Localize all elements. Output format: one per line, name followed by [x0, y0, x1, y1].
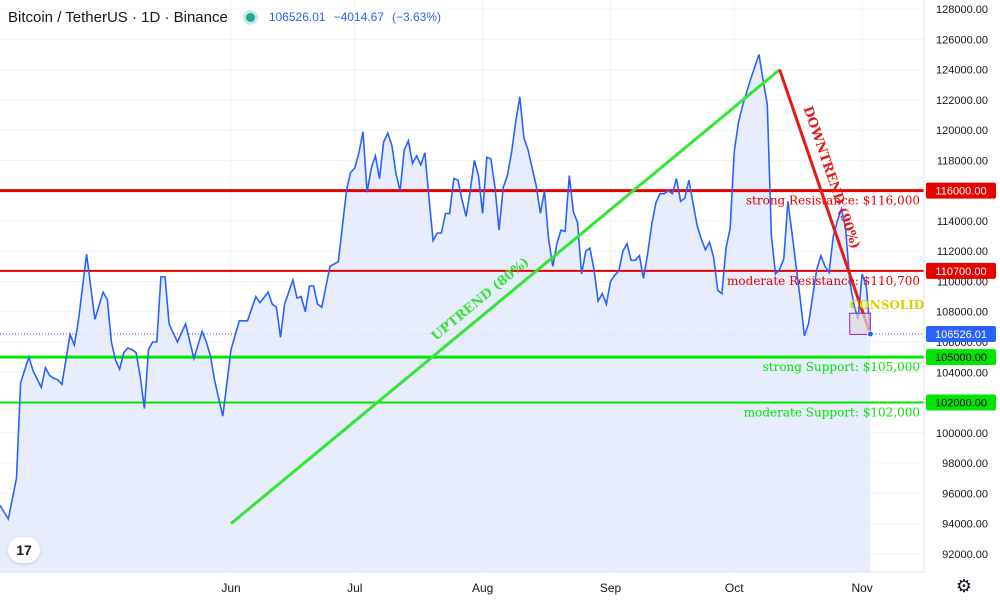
- trendline-0: [230, 68, 781, 525]
- time-tick-jul: Jul: [347, 581, 362, 595]
- gear-icon[interactable]: ⚙: [955, 576, 973, 596]
- price-tick: 110000.00: [937, 276, 988, 288]
- price-tick: 128000.00: [936, 4, 988, 16]
- price-tick: 122000.00: [936, 95, 988, 107]
- support-price-tag-bg: [926, 394, 996, 411]
- price-tick: 100000.00: [936, 428, 988, 440]
- price-tick: 118000.00: [937, 155, 988, 167]
- support-price-tag-bg: [926, 349, 996, 366]
- last-price-tag-bg: [926, 326, 996, 343]
- resistance-price-tag: 116000.00: [935, 186, 986, 198]
- price-tick: 108000.00: [936, 307, 988, 319]
- price-tick: 114000.00: [937, 216, 988, 228]
- time-tick-jun: Jun: [221, 581, 240, 595]
- resistance-price-tag: 110700.00: [935, 266, 986, 278]
- price-tick: 104000.00: [936, 367, 988, 379]
- resistance-label-1: moderate Resistance: $110,700: [727, 274, 920, 288]
- price-change: −4014.67: [333, 10, 384, 24]
- price-tick: 94000.00: [942, 519, 988, 531]
- time-tick-oct: Oct: [725, 581, 744, 595]
- time-axis-bg: [0, 572, 1000, 600]
- price-tick: 124000.00: [936, 65, 988, 77]
- price-tick: 92000.00: [942, 549, 988, 561]
- symbol-title[interactable]: Bitcoin / TetherUS · 1D · Binance: [8, 8, 228, 26]
- market-status-icon: [245, 12, 255, 22]
- price-axis[interactable]: 92000.00 94000.00 96000.00 98000.00 100000.0…: [923, 0, 1000, 572]
- price-area-fill: [0, 54, 871, 572]
- price-line: [0, 54, 872, 522]
- time-tick-sep: Sep: [600, 581, 622, 595]
- last-price-marker: [866, 330, 874, 338]
- price-tick: 98000.00: [942, 458, 988, 470]
- time-axis[interactable]: Jun Jul Aug Sep Oct Nov: [0, 571, 1000, 600]
- price-tick: 120000.00: [936, 125, 988, 137]
- support-price-tag: 105000.00: [935, 352, 987, 364]
- price-tick: 112000.00: [937, 246, 988, 258]
- trendline-1: [778, 69, 872, 335]
- last-price-tag: 106526.01: [935, 329, 987, 341]
- price-change-percent: (−3.63%): [391, 10, 441, 24]
- trendline-label-1: DOWNTREND (90%): [800, 104, 863, 251]
- support-label-2: strong Support: $105,000: [763, 360, 920, 374]
- last-price: 106526.01: [268, 10, 326, 24]
- time-tick-aug: Aug: [472, 581, 493, 595]
- consolidation-box: [849, 312, 871, 335]
- price-tick: 126000.00: [936, 34, 988, 46]
- price-tick: 96000.00: [942, 488, 988, 500]
- resistance-label-0: strong Resistance: $116,000: [746, 194, 920, 208]
- resistance-price-tag-bg: [926, 182, 996, 199]
- resistance-price-tag-bg: [926, 262, 996, 279]
- support-price-tag: 102000.00: [935, 398, 987, 410]
- price-axis-bg: [924, 0, 1000, 572]
- chart-header: Bitcoin / TetherUS · 1D · Binance 106526…: [8, 6, 441, 28]
- tradingview-logo-icon[interactable]: 17: [8, 537, 40, 563]
- time-tick-nov: Nov: [851, 581, 872, 595]
- support-label-3: moderate Support: $102,000: [744, 406, 920, 420]
